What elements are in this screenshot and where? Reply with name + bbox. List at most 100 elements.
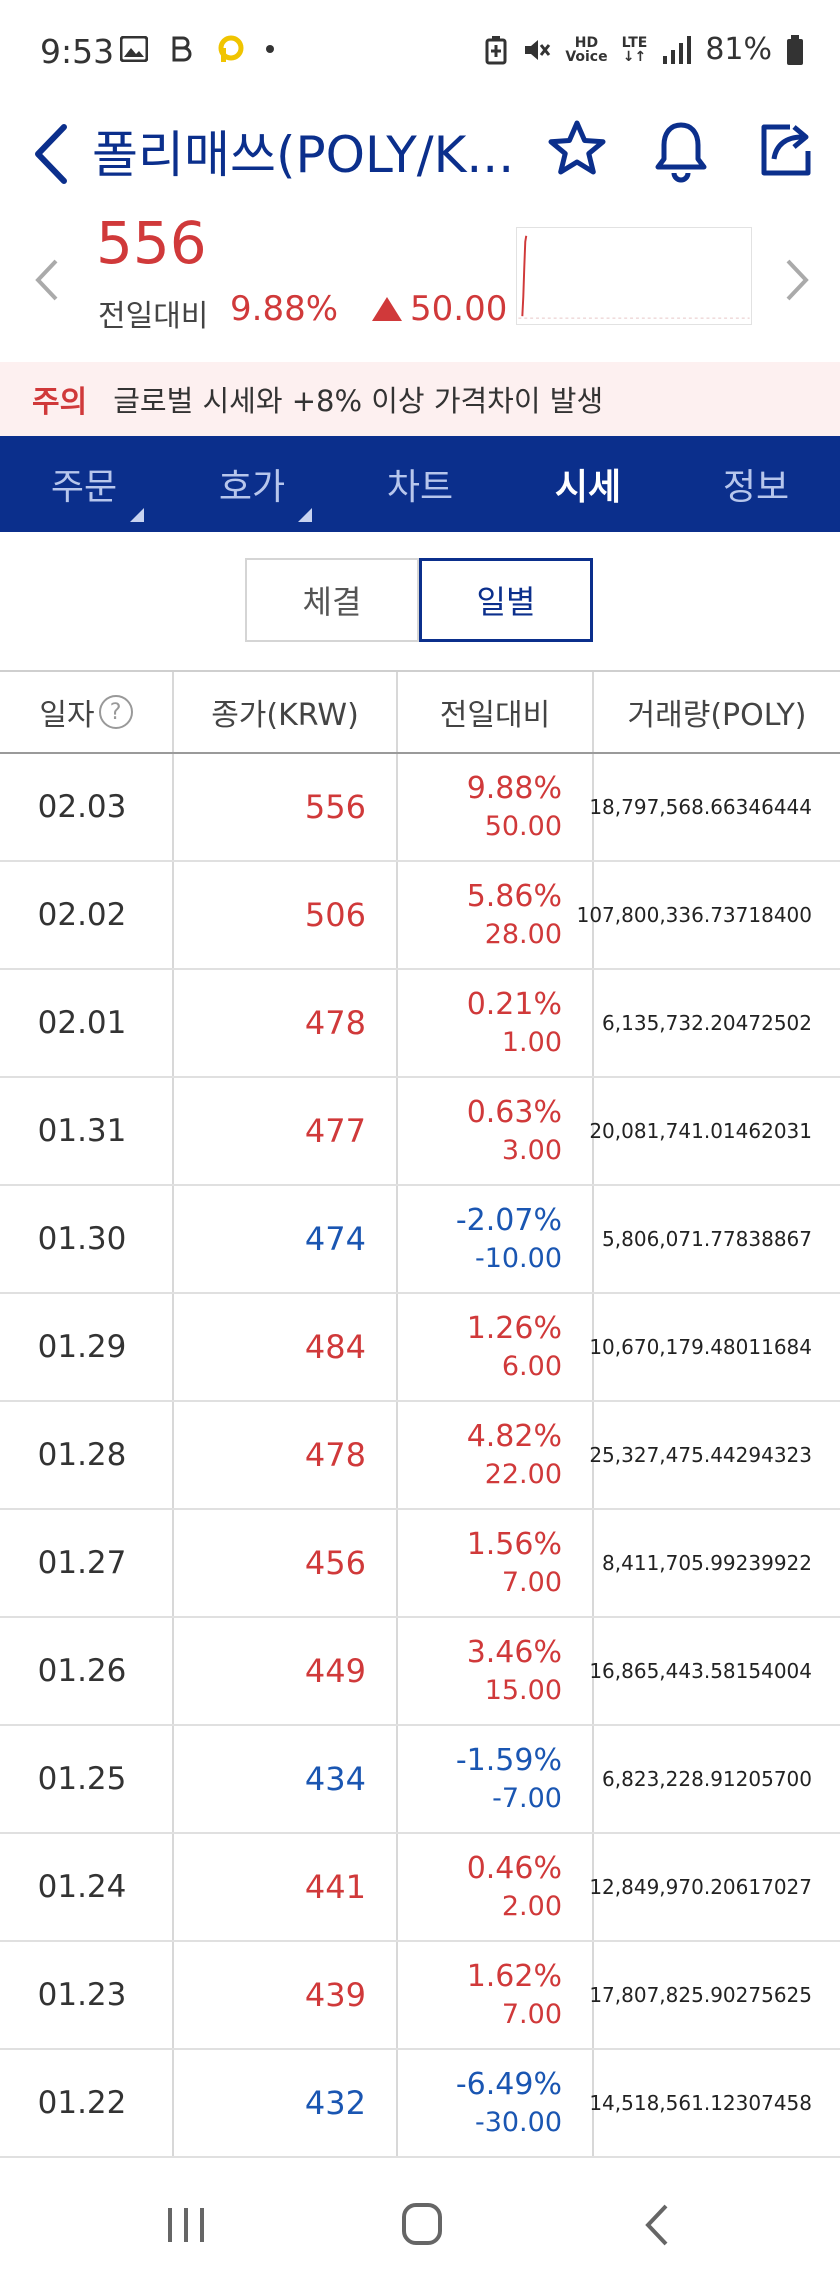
tab-market[interactable]: 시세 — [504, 436, 672, 532]
row-volume: 107,800,336.73718400 — [576, 903, 812, 927]
table-row: 01.29 484 1.26% 6.00 10,670,179.48011684 — [0, 1294, 840, 1402]
signal-icon — [663, 35, 692, 64]
p-app-icon — [218, 35, 244, 62]
warning-text: 글로벌 시세와 +8% 이상 가격차이 발생 — [113, 384, 604, 418]
nav-back-icon[interactable] — [628, 2200, 688, 2250]
row-change-percent: 5.86% — [466, 879, 562, 914]
row-date: 01.25 — [0, 1726, 174, 1832]
row-change-amount: -10.00 — [474, 1243, 562, 1274]
help-icon[interactable]: ? — [98, 695, 133, 729]
row-change-amount: -30.00 — [474, 2107, 562, 2138]
table-row: 01.22 432 -6.49% -30.00 14,518,561.12307458 — [0, 2050, 840, 2158]
row-close-price: 456 — [174, 1510, 398, 1616]
row-change-amount: 7.00 — [501, 1567, 562, 1598]
row-change-percent: 3.46% — [466, 1635, 562, 1670]
back-arrow-icon[interactable] — [26, 119, 76, 189]
row-change: 5.86% 28.00 — [398, 862, 594, 968]
battery-percent: 81% — [705, 32, 772, 67]
star-icon[interactable] — [542, 115, 612, 185]
row-change: 0.63% 3.00 — [398, 1078, 594, 1184]
table-row: 02.01 478 0.21% 1.00 6,135,732.20472502 — [0, 970, 840, 1078]
row-change-amount: 22.00 — [484, 1459, 562, 1490]
header-date: 일자 ? — [0, 672, 174, 752]
segment-daily[interactable]: 일별 — [419, 558, 593, 642]
dropdown-corner-icon — [298, 508, 312, 522]
bell-icon[interactable] — [646, 115, 716, 185]
battery-icon — [787, 34, 803, 65]
table-row: 01.27 456 1.56% 7.00 8,411,705.99239922 — [0, 1510, 840, 1618]
row-change-percent: 1.26% — [466, 1311, 562, 1346]
status-time: 9:53 — [40, 32, 115, 71]
recent-apps-icon[interactable] — [156, 2200, 216, 2250]
lte-icon: LTE ↓↑ — [621, 34, 648, 65]
row-change: 1.62% 7.00 — [398, 1942, 594, 2048]
row-change: -6.49% -30.00 — [398, 2050, 594, 2156]
system-nav-bar — [0, 2160, 840, 2289]
row-change: 1.26% 6.00 — [398, 1294, 594, 1400]
tab-label: 정보 — [722, 467, 790, 508]
tab-info[interactable]: 정보 — [672, 436, 840, 532]
up-triangle-icon — [372, 297, 402, 321]
row-volume: 14,518,561.12307458 — [589, 2091, 812, 2115]
row-close-price: 434 — [174, 1726, 398, 1832]
row-change-amount: 1.00 — [501, 1027, 562, 1058]
row-change: 4.82% 22.00 — [398, 1402, 594, 1508]
table-row: 01.30 474 -2.07% -10.00 5,806,071.77838867 — [0, 1186, 840, 1294]
row-close-price: 449 — [174, 1618, 398, 1724]
row-change-amount: 50.00 — [484, 811, 562, 842]
table-row: 01.25 434 -1.59% -7.00 6,823,228.91205700 — [0, 1726, 840, 1834]
prev-arrow-icon[interactable] — [30, 255, 64, 305]
row-volume: 17,807,825.90275625 — [589, 1983, 812, 2007]
row-change-amount: 6.00 — [501, 1351, 562, 1382]
tab-label: 시세 — [554, 467, 622, 508]
view-segment: 체결 일별 — [245, 558, 593, 642]
row-volume: 25,327,475.44294323 — [589, 1443, 812, 1467]
header-close: 종가(KRW) — [174, 672, 398, 752]
row-volume: 18,797,568.66346444 — [589, 795, 812, 819]
tab-label: 호가 — [218, 467, 286, 508]
row-close-price: 506 — [174, 862, 398, 968]
row-date: 01.31 — [0, 1078, 174, 1184]
row-change-percent: 1.62% — [466, 1959, 562, 1994]
dot-icon — [266, 45, 274, 53]
row-date: 01.28 — [0, 1402, 174, 1508]
battery-saver-icon — [485, 35, 507, 64]
tab-order[interactable]: 주문 — [0, 436, 168, 532]
mini-chart[interactable] — [516, 227, 752, 325]
change-label: 전일대비 — [98, 299, 209, 334]
row-change: 1.56% 7.00 — [398, 1510, 594, 1616]
row-date: 02.02 — [0, 862, 174, 968]
row-close-price: 478 — [174, 970, 398, 1076]
row-change: 3.46% 15.00 — [398, 1618, 594, 1724]
row-volume: 10,670,179.48011684 — [589, 1335, 812, 1359]
table-row: 01.26 449 3.46% 15.00 16,865,443.58154004 — [0, 1618, 840, 1726]
segment-trade[interactable]: 체결 — [245, 558, 419, 642]
gallery-icon — [120, 36, 148, 62]
home-icon[interactable] — [392, 2200, 452, 2250]
tab-chart[interactable]: 차트 — [336, 436, 504, 532]
row-change: 0.21% 1.00 — [398, 970, 594, 1076]
row-change: -1.59% -7.00 — [398, 1726, 594, 1832]
tab-orderbook[interactable]: 호가 — [168, 436, 336, 532]
main-tabs: 주문 호가 차트 시세 정보 — [0, 436, 840, 532]
row-close-price: 432 — [174, 2050, 398, 2156]
row-volume: 16,865,443.58154004 — [589, 1659, 812, 1683]
row-close-price: 484 — [174, 1294, 398, 1400]
share-icon[interactable] — [750, 115, 820, 185]
next-arrow-icon[interactable] — [780, 255, 814, 305]
row-change: 9.88% 50.00 — [398, 754, 594, 860]
row-volume: 6,823,228.91205700 — [602, 1767, 812, 1791]
row-close-price: 477 — [174, 1078, 398, 1184]
row-volume: 6,135,732.20472502 — [602, 1011, 812, 1035]
row-date: 01.23 — [0, 1942, 174, 2048]
table-row: 02.03 556 9.88% 50.00 18,797,568.66346444 — [0, 754, 840, 862]
b-app-icon — [172, 36, 192, 62]
page-title: 폴리매쓰(POLY/K... — [92, 126, 515, 184]
tab-label: 주문 — [50, 467, 118, 508]
dropdown-corner-icon — [130, 508, 144, 522]
table-row: 01.31 477 0.63% 3.00 20,081,741.01462031 — [0, 1078, 840, 1186]
current-price: 556 — [96, 209, 207, 277]
table-row: 02.02 506 5.86% 28.00 107,800,336.73718400 — [0, 862, 840, 970]
row-date: 02.01 — [0, 970, 174, 1076]
row-date: 02.03 — [0, 754, 174, 860]
